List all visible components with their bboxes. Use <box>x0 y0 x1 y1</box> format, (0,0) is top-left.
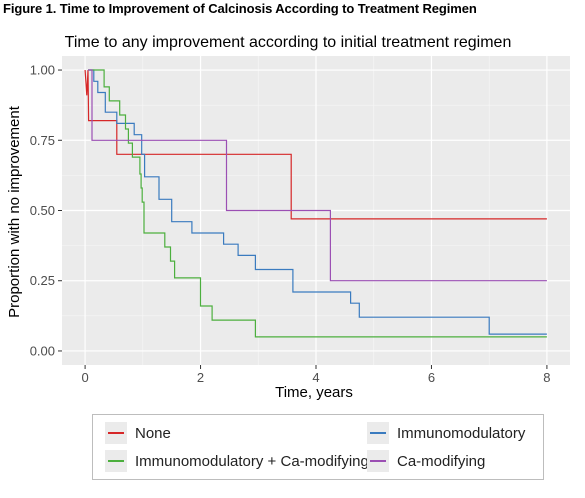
series-ca-modifying <box>88 69 547 282</box>
legend-key-immunomodulatory <box>367 422 389 444</box>
y-axis-label: Proportion with no improvement <box>6 105 23 318</box>
series-immunomodulatory-ca-modifying <box>88 69 547 338</box>
y-tick-label: 0.75 <box>30 133 55 148</box>
y-tick-label: 0.00 <box>30 343 55 358</box>
x-axis-label: Time, years <box>275 384 353 401</box>
y-tick-label: 1.00 <box>30 63 55 78</box>
y-tick-label: 0.25 <box>30 273 55 288</box>
legend-item-none: None <box>105 422 171 444</box>
legend-item-immuno-ca: Immunomodulatory + Ca-modifying <box>105 450 369 472</box>
figure-label: Figure 1. Time to Improvement of Calcino… <box>3 1 477 16</box>
axis-ticks: 0 2 4 6 8 0.00 0.25 0.50 0.75 1.00 <box>30 63 551 385</box>
legend-item-ca-modifying: Ca-modifying <box>367 450 485 472</box>
legend-key-ca-modifying <box>367 450 389 472</box>
legend-item-immunomodulatory: Immunomodulatory <box>367 422 525 444</box>
chart-title: Time to any improvement according to ini… <box>65 34 512 51</box>
x-tick-label: 6 <box>428 370 435 385</box>
legend-key-immuno-ca <box>105 450 127 472</box>
x-tick-label: 8 <box>543 370 550 385</box>
x-tick-label: 0 <box>81 370 88 385</box>
legend-label: Ca-modifying <box>397 452 486 470</box>
series-group <box>84 69 547 338</box>
legend-label: Immunomodulatory + Ca-modifying <box>135 452 369 470</box>
legend: None Immunomodulatory Immunomodulatory +… <box>92 414 544 480</box>
x-tick-label: 4 <box>312 370 319 385</box>
legend-key-none <box>105 422 127 444</box>
legend-label: None <box>135 424 171 442</box>
legend-label: Immunomodulatory <box>397 424 526 442</box>
y-tick-label: 0.50 <box>30 203 55 218</box>
x-tick-label: 2 <box>197 370 204 385</box>
series-immunomodulatory <box>88 69 547 335</box>
